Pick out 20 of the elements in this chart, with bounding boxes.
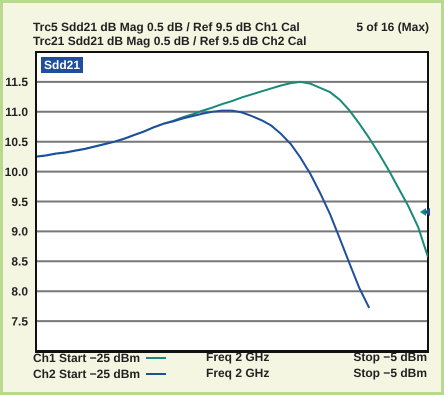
y-tick-label: 7.5: [11, 314, 28, 328]
y-tick-label: 8.0: [11, 284, 28, 298]
chart-subtitle: Trc21 Sdd21 dB Mag 0.5 dB / Ref 9.5 dB Ch2 Cal: [33, 34, 306, 48]
annotation: Sdd21: [41, 57, 84, 73]
y-tick-label: 9.5: [11, 194, 28, 209]
y-tick-label: 9.0: [11, 224, 28, 239]
annotation: Stop −5 dBm: [353, 350, 427, 364]
chart-title: Trc5 Sdd21 dB Mag 0.5 dB / Ref 9.5 dB Ch1 Cal: [33, 20, 301, 34]
y-tick-label: 11.5: [5, 75, 28, 90]
y-tick-label: 10.0: [4, 164, 28, 179]
y-tick-label: 8.5: [11, 254, 28, 269]
y-tick-label: 11.0: [5, 105, 28, 120]
text: Freq 2 GHz: [206, 366, 270, 380]
annotation: Freq 2 GHz: [206, 350, 270, 364]
line-series: [36, 110, 370, 309]
legend-label: Ch1 Start −25 dBm: [33, 351, 140, 365]
text: 5 of 16 (Max): [356, 20, 429, 34]
text: Stop −5 dBm: [353, 366, 427, 380]
y-tick-label: 10.5: [4, 134, 28, 149]
legend-label: Ch2 Start −25 dBm: [33, 367, 140, 381]
